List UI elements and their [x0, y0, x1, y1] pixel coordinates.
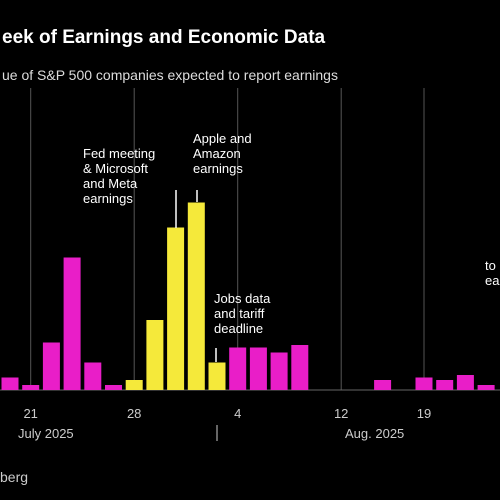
bar [84, 362, 102, 390]
annotation: & Microsoft [83, 161, 148, 176]
bar [125, 380, 143, 390]
annotation: ear [485, 273, 500, 288]
annotation: and tariff [214, 306, 265, 321]
annotation: Jobs data [214, 291, 271, 306]
bar [105, 385, 122, 390]
month-label: July 2025 [18, 426, 74, 441]
annotation: earnings [193, 161, 243, 176]
x-tick-label: 4 [234, 406, 241, 421]
bar [167, 227, 185, 390]
bar [436, 380, 454, 390]
annotation: Fed meeting [83, 146, 155, 161]
bar [270, 352, 288, 390]
x-tick-label: 28 [127, 406, 141, 421]
annotation: deadline [214, 321, 263, 336]
bar [415, 377, 433, 390]
x-tick-label: 21 [23, 406, 37, 421]
annotation: earnings [83, 191, 133, 206]
bar [456, 375, 474, 390]
source: berg [0, 469, 28, 485]
bar [1, 377, 19, 390]
bar [63, 257, 81, 390]
bar [22, 385, 40, 390]
chart-subtitle: ue of S&P 500 companies expected to repo… [2, 67, 338, 83]
bar [42, 342, 60, 390]
annotation: and Meta [83, 176, 138, 191]
bar [146, 320, 164, 390]
annotation: Amazon [193, 146, 241, 161]
x-tick-label: 12 [334, 406, 348, 421]
bar [229, 347, 247, 390]
bar [208, 362, 226, 390]
bar [477, 385, 495, 390]
x-tick-label: 19 [417, 406, 431, 421]
month-label: Aug. 2025 [345, 426, 404, 441]
bar [249, 347, 267, 390]
annotation: to [485, 258, 496, 273]
bar [374, 380, 392, 390]
annotation: Apple and [193, 131, 252, 146]
bar [291, 345, 309, 390]
bar [187, 202, 205, 390]
chart-title: eek of Earnings and Economic Data [2, 27, 326, 48]
